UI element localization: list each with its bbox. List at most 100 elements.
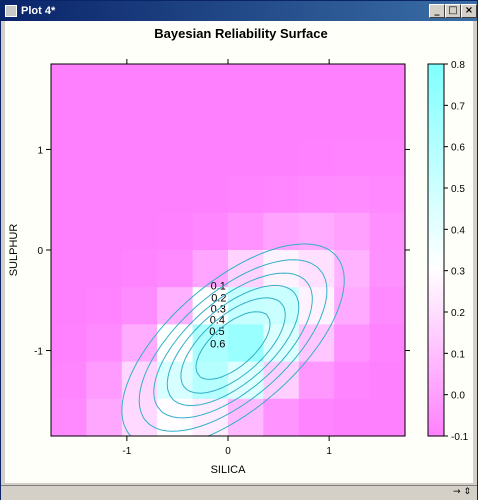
colorbar-strip	[428, 175, 444, 181]
x-tick-label: -1	[122, 446, 131, 457]
colorbar-tick-label: 0.3	[451, 267, 465, 278]
colorbar-strip	[428, 340, 444, 346]
colorbar-strip	[428, 229, 444, 235]
colorbar-strip	[428, 72, 444, 77]
heatmap-tile	[121, 250, 158, 288]
colorbar-strip	[428, 134, 444, 139]
resize-arrows-icon[interactable]: → ⇕	[453, 487, 471, 497]
heatmap-tile	[51, 250, 87, 288]
colorbar-strip	[428, 250, 444, 255]
heatmap-tile	[228, 175, 264, 214]
colorbar-strip	[428, 117, 444, 123]
heatmap-tile	[192, 64, 229, 102]
heatmap-tile	[334, 101, 371, 139]
colorbar-strip	[428, 84, 444, 90]
colorbar-tick-label: 0.7	[451, 101, 465, 112]
colorbar-strip	[428, 431, 444, 437]
colorbar-strip	[428, 361, 444, 367]
contour-line-0.4	[166, 285, 300, 407]
heatmap-tile	[298, 64, 335, 102]
heatmap-tile	[51, 175, 87, 214]
heatmap-tile	[228, 398, 264, 437]
colorbar-strip	[428, 146, 444, 152]
heatmap-tile	[263, 101, 300, 139]
status-bar: → ⇕	[1, 485, 477, 500]
colorbar-strip	[428, 142, 444, 148]
heatmap-tile	[228, 212, 264, 251]
colorbar-tick-label: 0.1	[451, 349, 465, 360]
heatmap-tile	[192, 250, 229, 288]
colorbar-strip	[428, 262, 444, 268]
colorbar-strip	[428, 427, 444, 433]
heatmap-tile	[192, 361, 229, 400]
heatmap-tile	[228, 64, 264, 102]
heatmap-tile	[121, 324, 158, 363]
close-button[interactable]: ×	[461, 4, 477, 18]
heatmap-tile	[51, 324, 87, 363]
colorbar-strip	[428, 407, 444, 412]
colorbar-strip	[428, 374, 444, 379]
heatmap-tile	[228, 324, 264, 363]
heatmap-tile	[86, 175, 123, 214]
heatmap-tile	[263, 175, 300, 214]
colorbar-strip	[428, 378, 444, 383]
colorbar-tick-label: 0.6	[451, 143, 465, 154]
window-icon[interactable]	[5, 5, 17, 17]
colorbar-strip	[428, 365, 444, 371]
heatmap-tile	[192, 398, 229, 437]
heatmap-tile	[121, 138, 158, 177]
colorbar-strip	[428, 138, 444, 144]
heatmap-tile	[121, 212, 158, 251]
chart-title: Bayesian Reliability Surface	[154, 26, 327, 41]
colorbar-strip	[428, 316, 444, 321]
colorbar-strip	[428, 245, 444, 251]
heatmap-tile	[86, 250, 123, 288]
heatmap-tile	[298, 287, 335, 325]
maximize-button[interactable]: □	[445, 4, 461, 18]
heatmap-tile	[369, 175, 406, 214]
contour-line-0.1	[121, 243, 345, 437]
colorbar-strip	[428, 171, 444, 177]
contour-line-0.6	[195, 311, 271, 380]
heatmap-tile	[157, 64, 194, 102]
colorbar-tick-label: -0.1	[451, 432, 469, 443]
heatmap-tile	[121, 287, 158, 325]
heatmap-tile	[86, 138, 123, 177]
colorbar-strip	[428, 212, 444, 218]
colorbar-strip	[428, 266, 444, 272]
y-tick-label: -1	[34, 347, 43, 358]
colorbar-strip	[428, 88, 444, 94]
colorbar-strip	[428, 200, 444, 206]
contour-label-0.6: 0.6	[210, 338, 225, 350]
heatmap-tile	[334, 398, 371, 437]
colorbar-strip	[428, 130, 444, 135]
y-tick-label: 1	[37, 145, 43, 156]
minimize-button[interactable]: _	[429, 4, 445, 18]
colorbar-strip	[428, 291, 444, 297]
colorbar-strip	[428, 126, 444, 131]
colorbar-strip	[428, 278, 444, 284]
colorbar-strip	[428, 382, 444, 387]
heatmap-tile	[157, 287, 194, 325]
colorbar-strip	[428, 270, 444, 276]
colorbar-tick-label: 0.8	[451, 60, 465, 71]
contour-line-0.2	[138, 259, 328, 432]
heatmap-tile	[192, 101, 229, 139]
title-bar[interactable]: Plot 4* _ □ ×	[1, 1, 477, 21]
colorbar-strip	[428, 328, 444, 334]
colorbar-strip	[428, 349, 444, 354]
colorbar-frame	[427, 63, 445, 437]
contour-line-0.3	[153, 272, 313, 419]
colorbar-strip	[428, 208, 444, 214]
colorbar-strip	[428, 97, 444, 102]
heatmap-tile	[263, 138, 300, 177]
colorbar-strip	[428, 167, 444, 173]
heatmap-tile	[157, 101, 194, 139]
heatmap-tile	[369, 324, 406, 363]
heatmap-tile	[157, 361, 194, 400]
colorbar-strip	[428, 274, 444, 280]
heatmap-tile	[334, 324, 371, 363]
colorbar-strip	[428, 419, 444, 425]
colorbar-strip	[428, 188, 444, 193]
